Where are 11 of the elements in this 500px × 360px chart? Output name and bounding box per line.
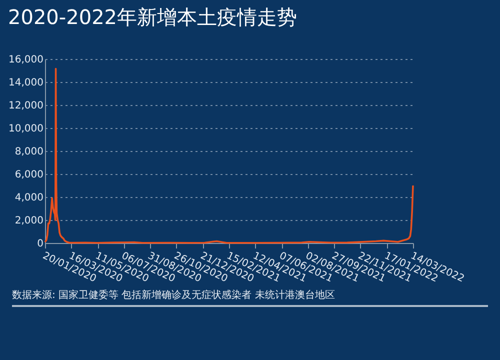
source-note: 数据来源: 国家卫健委等 包括新增确诊及无症状感染者 未统计港澳台地区 — [12, 288, 488, 307]
y-tick-label: 8,000 — [14, 146, 44, 158]
y-tick-label: 0 — [37, 238, 44, 250]
y-tick-label: 10,000 — [8, 124, 44, 134]
y-tick-label: 12,000 — [8, 100, 44, 112]
chart-title: 2020-2022年新增本土疫情走势 — [8, 5, 298, 29]
y-tick-label: 2,000 — [14, 216, 44, 226]
y-tick-label: 6,000 — [14, 170, 44, 180]
y-tick-label: 14,000 — [8, 78, 44, 88]
y-tick-label: 16,000 — [8, 54, 44, 66]
y-tick-label: 4,000 — [14, 192, 44, 204]
